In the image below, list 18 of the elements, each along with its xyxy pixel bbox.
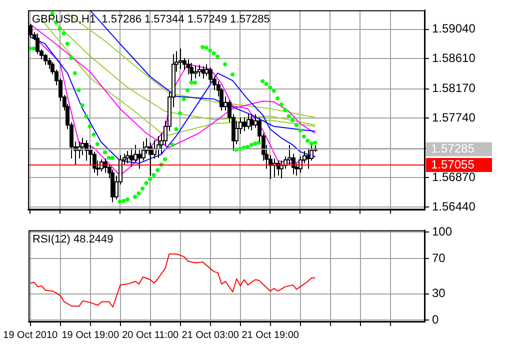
y-tick-label: 0 xyxy=(432,312,439,327)
y-tick-label: 1.57740 xyxy=(432,110,476,125)
y-tick-label: 70 xyxy=(432,250,446,265)
x-tick-label: 21 Oct 03:00 xyxy=(182,330,240,341)
x-tick-label: 21 Oct 19:00 xyxy=(242,330,300,341)
y-tick-label: 1.59040 xyxy=(432,22,476,36)
x-tick-label: 19 Oct 2010 xyxy=(3,330,58,341)
y-tick-label: 1.58610 xyxy=(432,51,476,66)
y-tick-label: 1.58170 xyxy=(432,81,476,96)
chart-title: RSI(12) 48.2449 xyxy=(32,234,114,246)
y-tick-label: 30 xyxy=(432,286,446,300)
ref-line-label: 1.57285 xyxy=(431,142,475,156)
y-tick-label: 1.56440 xyxy=(432,199,476,214)
y-tick-label: 1.56870 xyxy=(432,170,476,184)
ref-line-label: 1.57055 xyxy=(431,157,475,172)
x-tick-label: 20 Oct 11:00 xyxy=(122,330,180,341)
x-tick-label: 19 Oct 19:00 xyxy=(62,330,120,341)
y-tick-label: 100 xyxy=(432,224,452,238)
